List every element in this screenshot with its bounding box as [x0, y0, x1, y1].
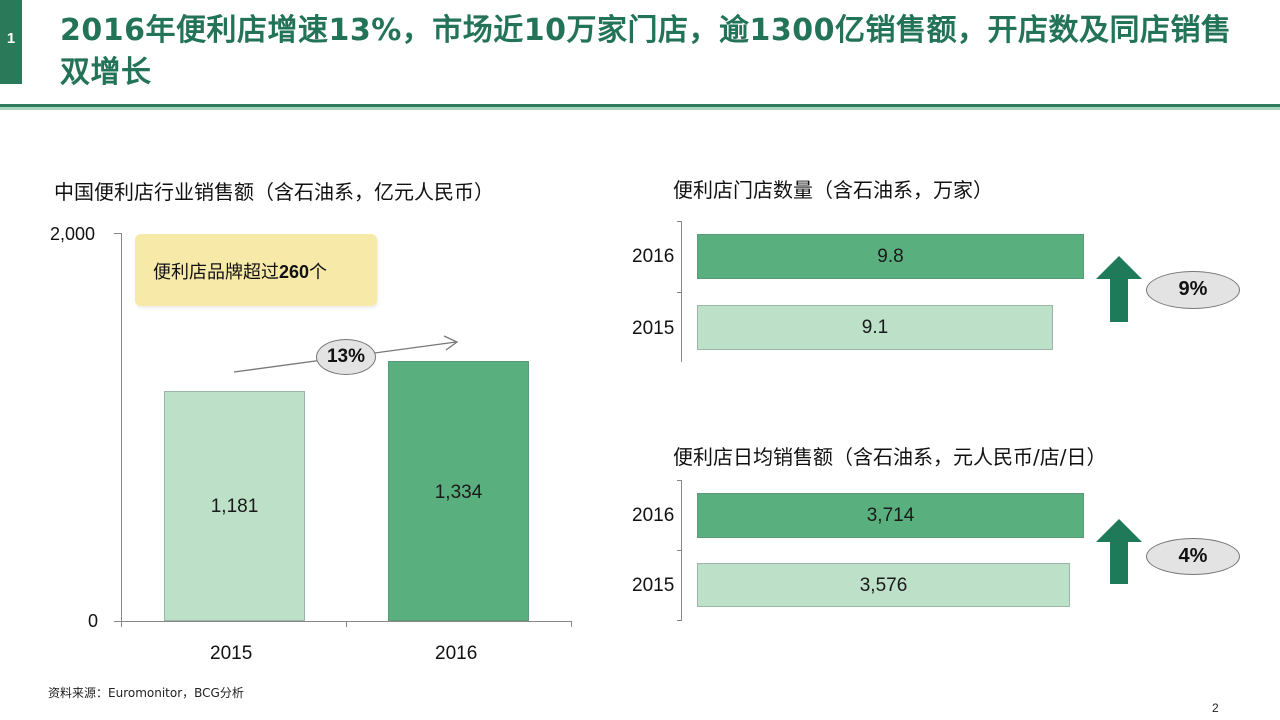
slide-number-box — [0, 0, 22, 84]
up-arrow-icon — [1096, 256, 1142, 322]
sales-chart-title: 中国便利店行业销售额（含石油系，亿元人民币） — [54, 180, 494, 204]
slide-title: 2016年便利店增速13%，市场近10万家门店，逾1300亿销售额，开店数及同店… — [60, 13, 1232, 90]
y-tick-mark — [114, 233, 122, 234]
bar-value: 9.8 — [877, 246, 904, 267]
daily-sales-chart-title: 便利店日均销售额（含石油系，元人民币/店/日） — [673, 445, 1107, 469]
title-divider — [0, 104, 1280, 107]
title-divider-light — [0, 107, 1280, 110]
page-number: 2 — [1212, 701, 1219, 715]
y-label-2015: 2015 — [632, 318, 675, 339]
x-label-2015: 2015 — [210, 643, 253, 664]
slide-number: 1 — [6, 30, 16, 47]
axis-tick — [677, 620, 682, 621]
x-label-2016: 2016 — [435, 643, 478, 664]
x-tick-mark — [571, 621, 572, 627]
store-count-chart-title: 便利店门店数量（含石油系，万家） — [673, 178, 993, 202]
bar-value: 3,714 — [866, 505, 915, 526]
axis-tick — [677, 480, 682, 481]
axis-tick — [677, 292, 682, 293]
callout-text: 便利店品牌超过260个 — [153, 262, 328, 283]
bar-2016-stores: 9.8 — [697, 234, 1084, 279]
up-arrow-icon — [1096, 519, 1142, 584]
y-tick-max: 2,000 — [50, 224, 96, 244]
y-axis — [121, 233, 122, 622]
x-tick-mark — [346, 621, 347, 627]
x-axis — [114, 621, 572, 622]
y-label-2016: 2016 — [632, 505, 675, 526]
x-tick-mark — [121, 621, 122, 627]
store-axis — [681, 221, 682, 362]
growth-badge-daily-sales: 4% — [1146, 538, 1240, 575]
y-label-2015: 2015 — [632, 575, 675, 596]
bar-2016-sales: 1,334 — [388, 361, 529, 621]
growth-badge-stores: 9% — [1146, 271, 1240, 309]
bar-value: 3,576 — [859, 575, 908, 596]
bar-2016-daily-sales: 3,714 — [697, 493, 1084, 538]
bar-2015-daily-sales: 3,576 — [697, 563, 1070, 607]
y-label-2016: 2016 — [632, 246, 675, 267]
bar-2015-stores: 9.1 — [697, 305, 1053, 350]
axis-tick — [677, 221, 682, 222]
y-tick-zero: 0 — [88, 611, 99, 631]
source-note: 资料来源：Euromonitor，BCG分析 — [48, 686, 244, 700]
bar-value: 1,334 — [434, 482, 483, 503]
bar-value: 1,181 — [210, 496, 259, 517]
axis-tick — [677, 550, 682, 551]
growth-badge-sales: 13% — [316, 339, 376, 375]
brand-count-callout: 便利店品牌超过260个 — [135, 234, 377, 306]
bar-2015-sales: 1,181 — [164, 391, 305, 621]
bar-value: 9.1 — [861, 317, 889, 338]
